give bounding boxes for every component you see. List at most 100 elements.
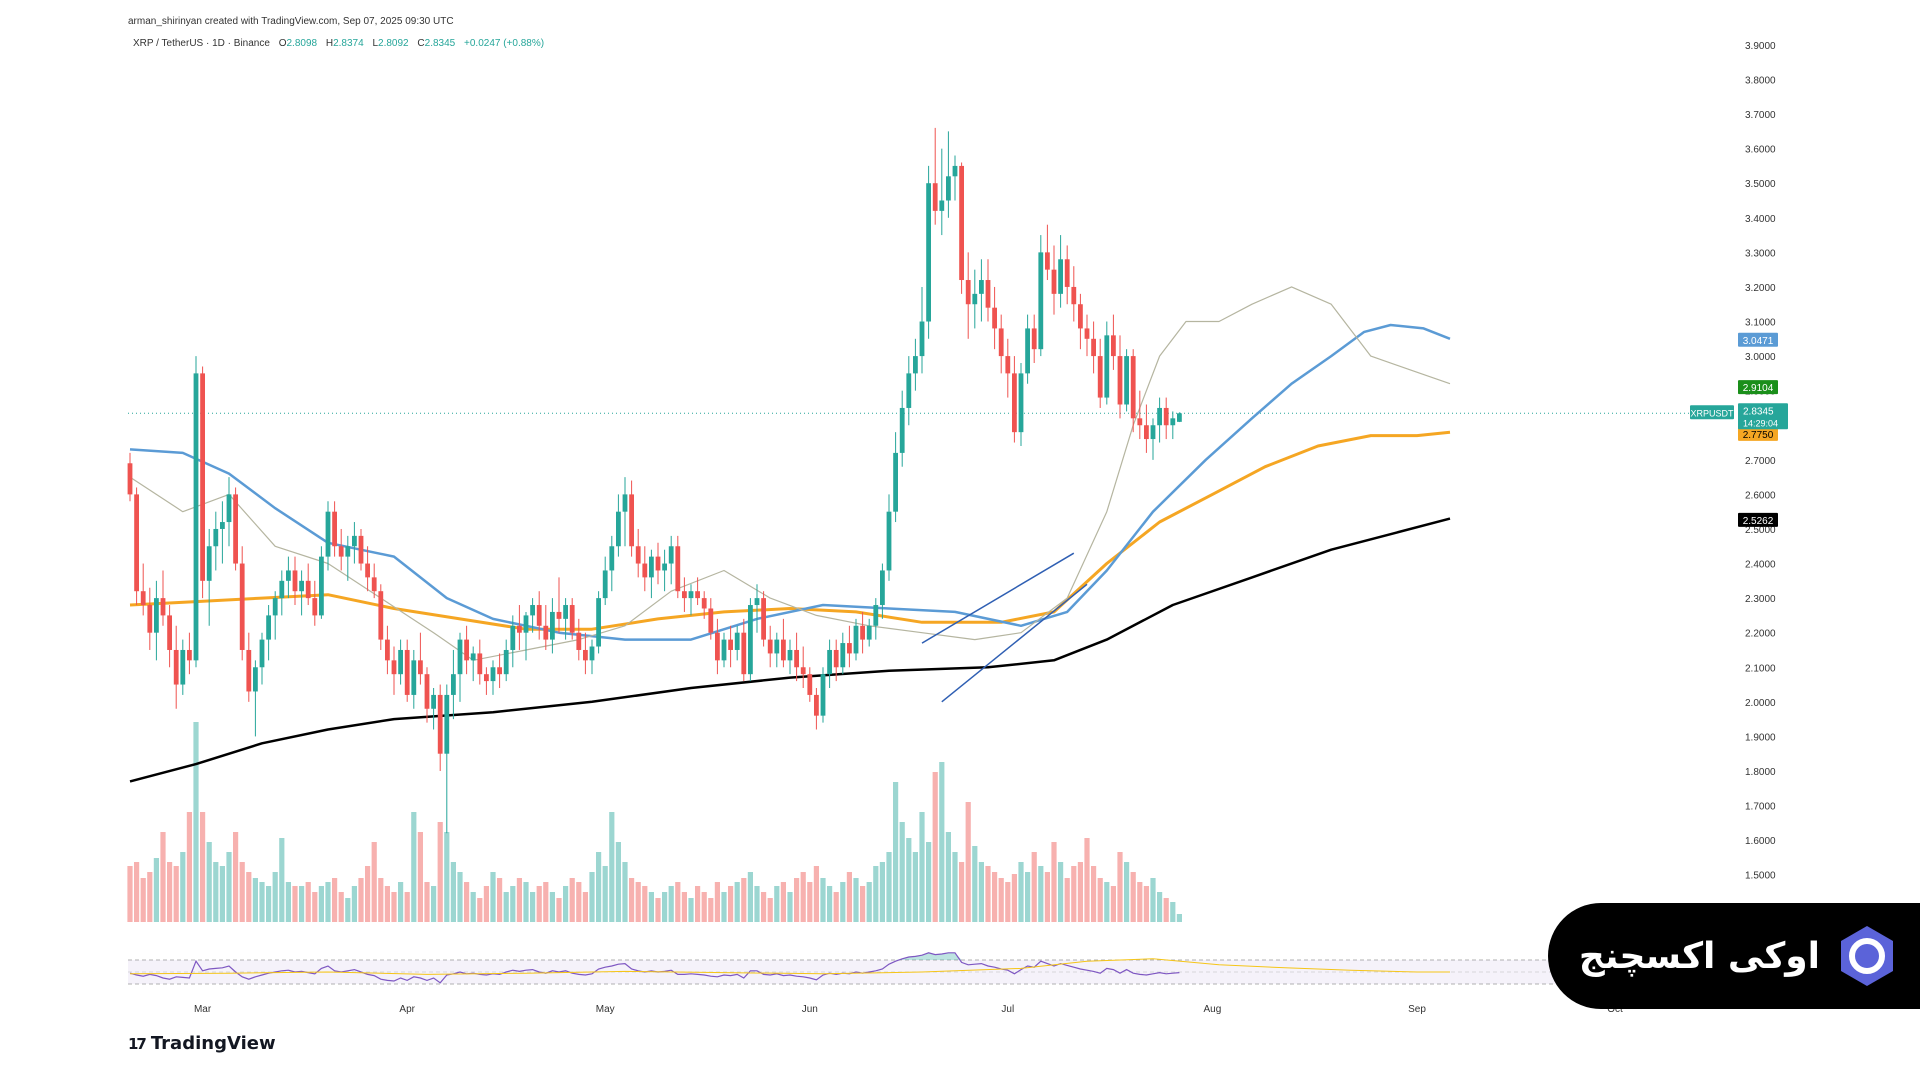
candle	[649, 549, 654, 599]
volume-bar	[774, 886, 780, 922]
candle	[853, 618, 859, 661]
volume-bar	[866, 882, 872, 922]
candle-body	[510, 625, 516, 650]
candle	[1018, 363, 1024, 446]
candle	[734, 625, 740, 661]
candle	[583, 632, 588, 675]
candle	[325, 501, 331, 571]
candle	[470, 646, 476, 682]
candle-body	[880, 570, 885, 606]
candle	[965, 252, 971, 339]
candle	[860, 611, 865, 654]
candle-body	[451, 674, 456, 695]
tradingview-logo[interactable]: 17 TradingView	[128, 1033, 276, 1054]
exchange-logo-icon	[1841, 926, 1893, 986]
candle-body	[675, 546, 681, 592]
countdown-text: 14:29:04	[1743, 418, 1778, 428]
candle-body	[140, 591, 146, 606]
candle-body	[484, 674, 489, 682]
candle	[378, 584, 384, 650]
candle-body	[385, 639, 390, 661]
volume-bar	[266, 886, 272, 922]
candle-body	[602, 570, 608, 599]
candle	[682, 577, 687, 612]
volume-bar	[1038, 866, 1044, 922]
candle	[246, 632, 252, 702]
candle-body	[1170, 418, 1176, 426]
y-tick-label: 2.7000	[1745, 456, 1776, 467]
candle-body	[319, 556, 324, 616]
volume-bar	[780, 882, 786, 922]
candle	[365, 546, 370, 592]
candle	[913, 338, 918, 391]
volume-bar	[589, 872, 595, 922]
candle	[880, 563, 885, 619]
candle	[160, 570, 166, 626]
volume-bar	[886, 852, 892, 922]
candle	[530, 598, 535, 633]
volume-bar	[761, 892, 767, 922]
price-label-box	[1738, 426, 1778, 441]
candle-body	[721, 639, 727, 661]
price-label-text: 2.7750	[1743, 430, 1774, 441]
candle-body	[332, 511, 337, 547]
volume-bar	[1071, 866, 1077, 922]
symbol-ohlc-legend: XRP / TetherUS · 1D · Binance O2.8098 H2…	[133, 38, 544, 49]
price-axis-label: 2.7750	[1738, 426, 1778, 441]
volume-bar	[800, 872, 806, 922]
volume-bar	[906, 838, 912, 922]
moving-average-line	[129, 323, 1451, 641]
price-label-text: 3.0471	[1743, 336, 1774, 347]
volume-bar	[563, 886, 569, 922]
candle	[609, 535, 615, 592]
volume-bar	[1044, 872, 1050, 922]
candle	[444, 684, 450, 834]
candle-body	[391, 660, 397, 675]
volume-bar	[1018, 862, 1024, 922]
volume-bar	[879, 862, 885, 922]
candle	[517, 605, 522, 650]
volume-bar	[919, 812, 925, 922]
candle-body	[325, 511, 331, 557]
volume-bar	[899, 822, 905, 922]
candle	[655, 542, 661, 585]
candle-body	[668, 546, 674, 564]
rsi-pane	[128, 952, 1700, 985]
candle	[1045, 224, 1050, 281]
candle-body	[741, 632, 747, 675]
volume-bar	[398, 882, 404, 922]
volume-bar	[292, 886, 298, 922]
volume-bar	[1031, 852, 1037, 922]
y-tick-label: 2.3000	[1745, 594, 1776, 605]
candle	[721, 632, 727, 668]
high-value: 2.8374	[333, 38, 364, 49]
candle	[1071, 266, 1077, 322]
candle-body	[1078, 304, 1083, 329]
candle	[602, 556, 608, 606]
candle	[345, 535, 351, 581]
candle	[1005, 338, 1011, 398]
volume-bar	[206, 842, 212, 922]
volume-bar	[701, 892, 707, 922]
volume-bar	[576, 882, 582, 922]
y-tick-label: 2.0000	[1745, 698, 1776, 709]
volume-bar	[193, 722, 199, 922]
volume-bar	[615, 842, 621, 922]
volume-bar	[648, 892, 654, 922]
volume-bar	[912, 852, 918, 922]
volume-bar	[299, 886, 305, 922]
volume-bar	[787, 892, 793, 922]
candle-body	[1177, 413, 1182, 422]
candle-body	[807, 674, 813, 695]
volume-bar	[827, 886, 833, 922]
volume-bar	[1124, 862, 1130, 922]
candle	[431, 688, 436, 730]
y-tick-label: 1.5000	[1745, 871, 1776, 882]
candle-body	[424, 674, 430, 709]
candle-body	[596, 598, 601, 647]
candle-body	[371, 577, 377, 592]
candle-body	[688, 591, 694, 599]
candle-body	[589, 646, 595, 661]
candle-body	[906, 373, 912, 408]
